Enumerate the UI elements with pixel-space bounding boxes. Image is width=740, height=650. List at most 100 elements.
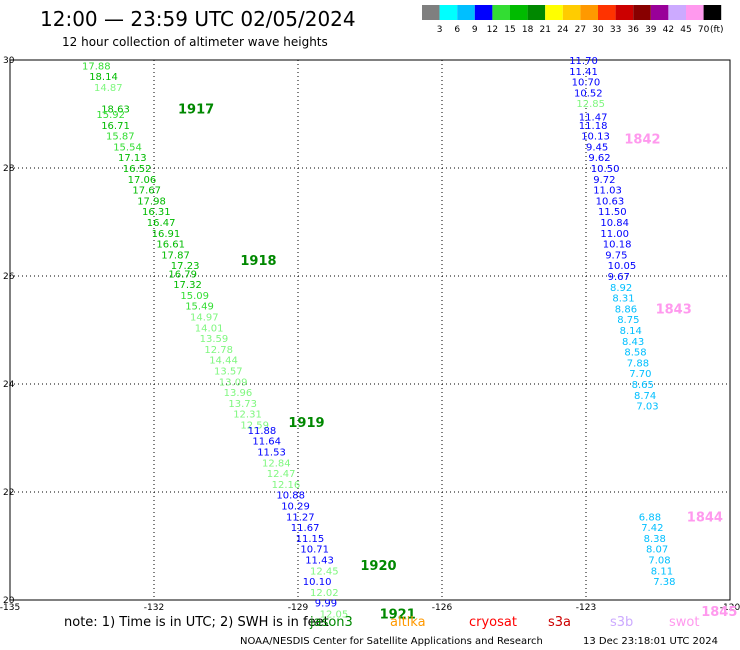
legend-label: 42	[663, 25, 674, 35]
legend-label: 15	[504, 25, 515, 35]
wave-height-value: 11.53	[257, 448, 286, 459]
legend-swatch-0	[422, 5, 440, 20]
wave-height-value: 10.52	[574, 88, 603, 99]
wave-height-color-legend: 3 6 9 12 15 18 21 24 27 30 33 36 39 42 45 70	[422, 5, 722, 35]
wave-height-value: 17.88	[82, 61, 111, 72]
wave-height-value: 11.70	[569, 56, 598, 67]
track-time-label: 1918	[240, 254, 276, 269]
wave-height-value: 11.03	[593, 186, 622, 197]
wave-height-value: 14.44	[209, 356, 238, 367]
lat-tick-label: 20	[3, 596, 15, 606]
legend-label: 18	[522, 25, 534, 35]
wave-height-value: 10.29	[281, 502, 310, 513]
wave-height-value: 8.74	[634, 391, 656, 402]
wave-height-value: 14.97	[190, 313, 219, 324]
legend-label: 12	[487, 25, 498, 35]
wave-height-value: 10.18	[603, 240, 632, 251]
wave-height-value: 10.84	[600, 218, 629, 229]
wave-height-value: 12.84	[262, 458, 291, 469]
wave-height-value: 15.09	[180, 291, 209, 302]
wave-height-value: 8.38	[644, 534, 666, 545]
lon-tick-label: -129	[288, 603, 309, 613]
wave-height-value: 10.71	[300, 545, 329, 556]
legend-swatch-8	[562, 5, 581, 20]
satellite-legend: jason3 altika cryosat s3a s3b swot	[309, 615, 699, 630]
legend-label: 39	[645, 25, 657, 35]
lon-tick-label: -135	[0, 603, 20, 613]
wave-height-value: 14.87	[94, 83, 123, 94]
track-1921: 1921	[380, 608, 416, 623]
legend-swatch-13	[650, 5, 669, 20]
legend-swatch-16	[703, 5, 722, 20]
wave-height-value: 16.79	[168, 269, 197, 280]
legend-label: 21	[539, 25, 550, 35]
wave-height-value: 13.96	[224, 388, 253, 399]
legend-swatch-9	[580, 5, 598, 20]
lat-tick-label: 24	[3, 380, 15, 390]
legend-swatch-15	[686, 5, 704, 20]
legend-label: 9	[472, 25, 478, 35]
page-title: 12:00 — 23:59 UTC 02/05/2024	[40, 7, 356, 31]
wave-height-value: 12.31	[233, 410, 262, 421]
wave-height-value: 10.70	[572, 78, 601, 89]
lat-lon-axis-labels: -135 -132 -129 -126 -123 -120 30 28 26 24 22 20	[0, 56, 740, 613]
legend-swatch-2	[457, 5, 475, 20]
track-1918: 17.2316.7917.3215.0915.4914.9714.0113.59…	[168, 254, 276, 421]
legend-swatch-7	[545, 5, 563, 20]
track-time-label: 1919	[288, 416, 324, 431]
lon-tick-label: -126	[432, 603, 453, 613]
wave-height-value: 15.54	[113, 142, 142, 153]
wave-height-value: 11.18	[579, 121, 608, 132]
wave-height-value: 12.02	[310, 588, 339, 599]
track-1844: 8.148.438.587.887.708.658.747.03 6.88 1844	[620, 326, 723, 525]
wave-height-value: 11.50	[598, 207, 627, 218]
lat-lon-gridlines	[10, 60, 730, 600]
wave-height-value: 16.47	[147, 218, 176, 229]
wave-height-value: 11.41	[569, 67, 598, 78]
legend-unit: (ft)	[710, 25, 724, 35]
track-time-label: 1845	[701, 605, 737, 620]
legend-label: 27	[575, 25, 586, 35]
lat-tick-label: 30	[3, 56, 15, 66]
wave-height-value: 17.06	[128, 175, 157, 186]
wave-height-value: 10.05	[608, 261, 637, 272]
wave-height-value: 11.88	[248, 426, 277, 437]
track-1919: 12.5911.8811.6411.5312.8412.4712.1610.88…	[240, 416, 338, 578]
wave-height-value: 10.13	[581, 132, 610, 143]
track-time-label: 1921	[380, 608, 416, 623]
wave-height-value: 8.92	[610, 283, 632, 294]
wave-height-value: 11.43	[305, 556, 334, 567]
lon-tick-label: -120	[720, 603, 740, 613]
legend-label: 36	[627, 25, 639, 35]
wave-height-value: 12.85	[576, 99, 605, 110]
legend-swatch-3	[474, 5, 493, 20]
wave-height-value: 16.52	[123, 164, 152, 175]
satellite-swot: swot	[669, 615, 699, 630]
wave-height-value: 12.05	[320, 610, 349, 621]
wave-height-value: 12.59	[240, 421, 269, 432]
satellite-altika: altika	[390, 615, 426, 630]
wave-height-value: 11.47	[579, 113, 608, 124]
legend-swatch-4	[492, 5, 510, 20]
wave-height-value: 11.67	[291, 523, 320, 534]
wave-height-value: 17.98	[137, 196, 166, 207]
map-frame	[9, 59, 731, 601]
wave-height-value: 12.78	[204, 345, 233, 356]
legend-swatch-6	[527, 5, 546, 20]
track-time-label: 1843	[656, 302, 692, 317]
wave-height-value: 13.09	[219, 377, 248, 388]
lat-tick-label: 22	[3, 488, 14, 498]
legend-label: 30	[592, 25, 604, 35]
wave-height-value: 11.15	[296, 534, 325, 545]
wave-height-value: 9.45	[586, 142, 608, 153]
wave-height-value: 8.86	[615, 304, 637, 315]
legend-swatch-11	[615, 5, 634, 20]
satellite-s3b: s3b	[610, 615, 633, 630]
lat-tick-label: 26	[3, 272, 15, 282]
wave-height-value: 8.75	[617, 315, 639, 326]
legend-swatch-12	[633, 5, 651, 20]
